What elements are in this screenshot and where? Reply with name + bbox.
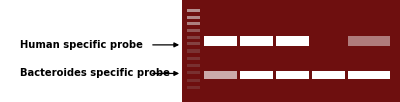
Text: Bacteroides specific probe: Bacteroides specific probe xyxy=(20,68,170,78)
Bar xyxy=(187,64,200,67)
Bar xyxy=(187,22,200,25)
Bar xyxy=(0,0,182,102)
Bar xyxy=(187,79,200,82)
Bar xyxy=(187,9,200,12)
Bar xyxy=(187,16,200,19)
Text: Human specific probe: Human specific probe xyxy=(20,40,143,50)
Bar xyxy=(276,36,309,46)
Bar xyxy=(312,71,345,79)
Bar xyxy=(182,0,400,102)
Bar xyxy=(187,42,200,45)
Bar xyxy=(187,36,200,39)
Bar xyxy=(348,36,390,46)
Bar xyxy=(187,71,200,74)
Bar xyxy=(187,29,200,32)
Bar xyxy=(187,57,200,60)
Bar xyxy=(240,71,273,79)
Bar xyxy=(240,36,273,46)
Bar xyxy=(187,49,200,53)
Bar xyxy=(348,71,390,79)
Bar xyxy=(187,86,200,89)
Bar xyxy=(204,36,237,46)
Bar xyxy=(276,71,309,79)
Bar xyxy=(204,71,237,79)
